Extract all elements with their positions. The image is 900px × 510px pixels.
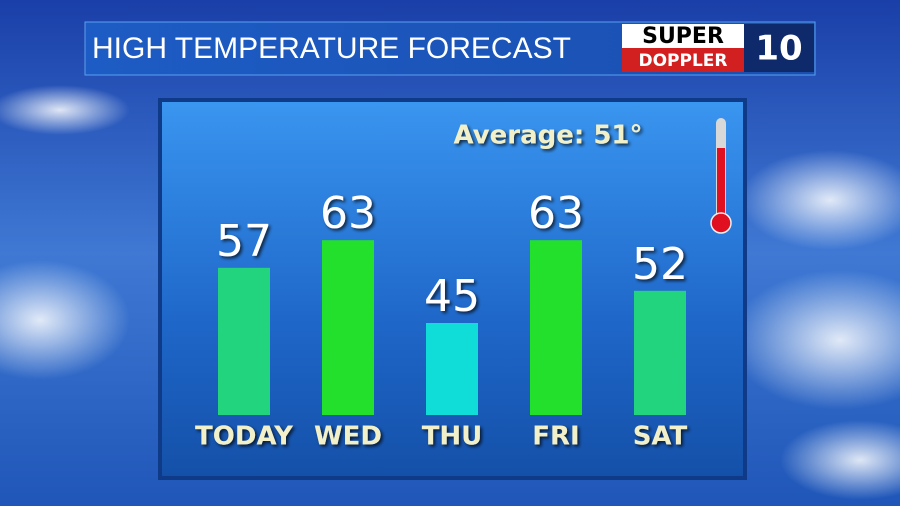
thermometer-mercury xyxy=(717,148,725,222)
x-tick-label: TODAY xyxy=(195,422,294,452)
bar xyxy=(426,323,478,415)
bar xyxy=(634,290,686,415)
cloud xyxy=(0,260,130,380)
cloud xyxy=(740,150,900,250)
x-tick-label: WED xyxy=(314,422,382,452)
x-tick-label: FRI xyxy=(532,422,579,452)
bar xyxy=(530,240,582,415)
chart-title: HIGH TEMPERATURE FORECAST xyxy=(92,32,571,65)
logo-top: SUPER xyxy=(642,24,724,49)
logo-channel: 10 xyxy=(755,29,802,69)
logo-bottom: DOPPLER xyxy=(638,51,727,71)
annotation: Average: 51° xyxy=(453,121,642,151)
value-label: 57 xyxy=(216,216,272,267)
value-label: 63 xyxy=(320,188,376,239)
thermometer-bulb xyxy=(710,212,732,234)
cloud xyxy=(730,270,900,410)
value-label: 52 xyxy=(632,239,688,290)
value-label: 45 xyxy=(424,271,480,322)
logo-top-box xyxy=(622,24,744,48)
bar xyxy=(322,240,374,415)
x-tick-label: THU xyxy=(422,422,483,452)
logo-channel-box xyxy=(744,24,814,72)
x-tick-label: SAT xyxy=(633,422,688,452)
logo-bottom-box xyxy=(622,48,744,72)
cloud xyxy=(0,85,130,135)
cloud xyxy=(780,420,900,500)
bar xyxy=(218,267,270,415)
value-label: 63 xyxy=(528,188,584,239)
